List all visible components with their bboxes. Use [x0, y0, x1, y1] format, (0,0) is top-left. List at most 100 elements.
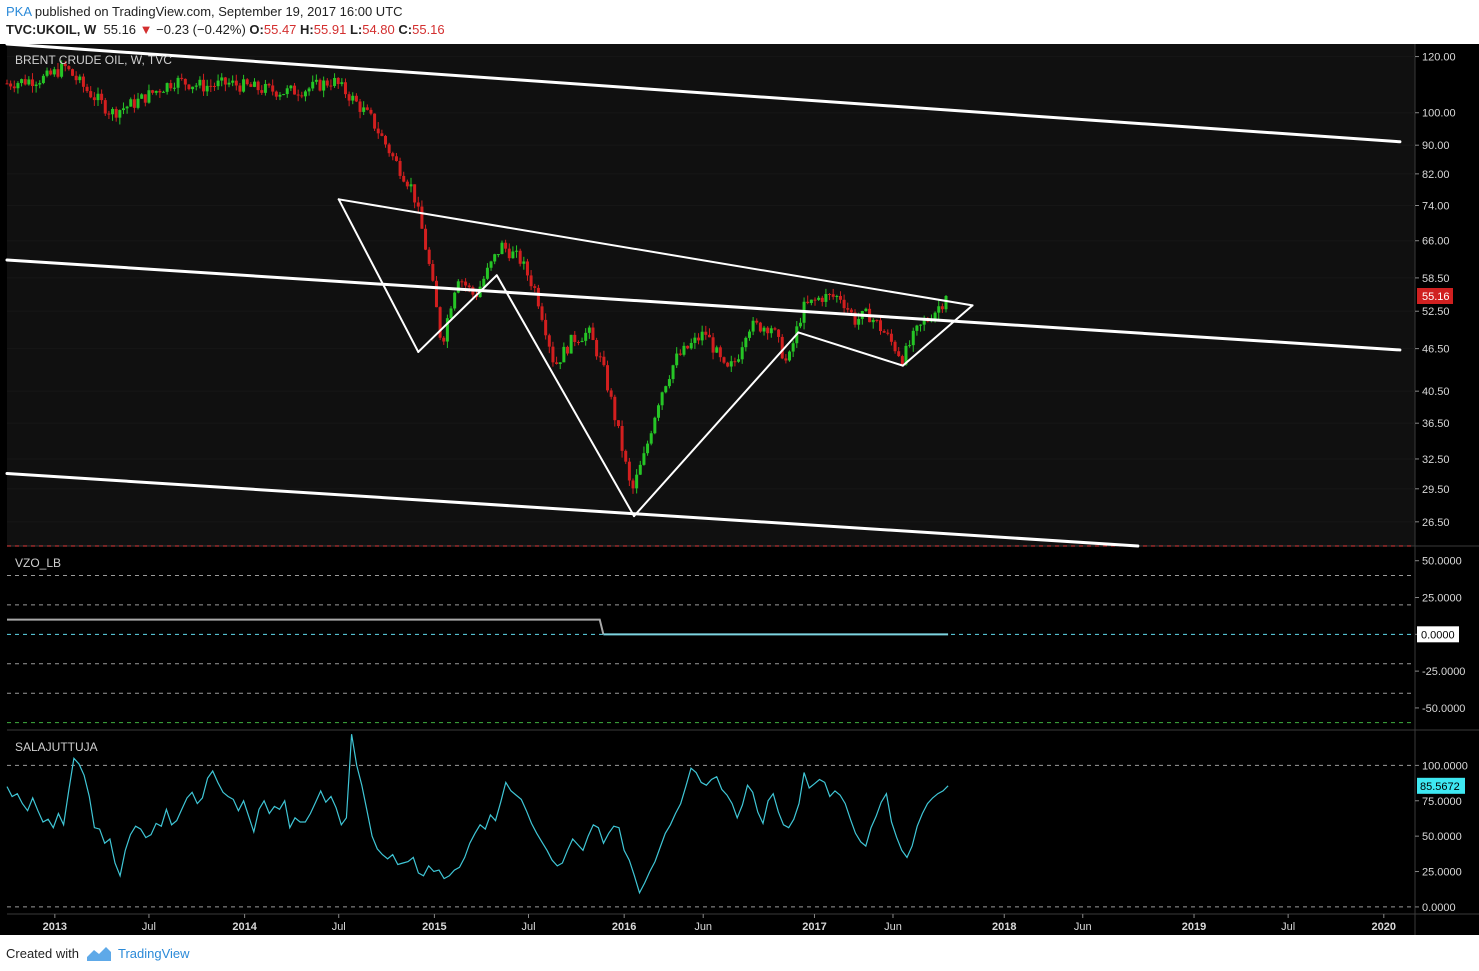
candle-body — [886, 332, 890, 334]
candle-body — [773, 328, 777, 330]
candle-body — [737, 359, 741, 362]
candle-body — [318, 79, 322, 91]
tradingview-brand-link[interactable]: TradingView — [118, 946, 190, 961]
candle-body — [653, 417, 657, 434]
vzo-panel[interactable] — [7, 546, 1415, 730]
tradingview-logo-icon[interactable] — [86, 944, 112, 962]
candle-body — [442, 337, 446, 342]
candle-body — [129, 99, 133, 107]
candle-body — [212, 85, 216, 87]
salajuttuja-axis-label: 50.0000 — [1422, 831, 1462, 843]
candle-body — [606, 365, 610, 391]
candle-body — [747, 331, 751, 338]
candle-body — [766, 327, 770, 334]
price-pane-title: BRENT CRUDE OIL, W, TVC — [15, 53, 172, 67]
footer: Created with TradingView — [0, 935, 1479, 971]
candle-body — [555, 362, 559, 364]
salajuttuja-last-value-marker — [1417, 777, 1465, 794]
candle-body — [533, 286, 537, 288]
low-value: 54.80 — [362, 22, 395, 37]
chart-area[interactable]: 120.00 100.00 90.00 82.00 74.00 66.00 58.50 52.… — [0, 44, 1479, 935]
close-value: 55.16 — [412, 22, 445, 37]
candle-body — [456, 281, 460, 293]
candle-body — [587, 327, 591, 333]
author-link[interactable]: PKA — [6, 4, 32, 19]
candle-body — [216, 80, 220, 87]
candle-body — [558, 362, 562, 364]
candle-body — [307, 88, 311, 92]
candle-body — [616, 420, 620, 427]
candle-body — [729, 361, 733, 367]
candle-body — [409, 184, 413, 187]
trendline — [417, 274, 498, 353]
candle-body — [817, 297, 821, 300]
candle-body — [780, 336, 784, 359]
candle-body — [198, 79, 202, 86]
candle-body — [576, 342, 580, 344]
candle-body — [289, 85, 293, 89]
candle-body — [183, 78, 187, 85]
price-change: −0.23 (−0.42%) — [156, 22, 246, 37]
candle-body — [45, 70, 49, 76]
candle-body — [303, 91, 307, 97]
candle-body — [544, 319, 548, 336]
candle-body — [569, 334, 573, 354]
candle-body — [325, 80, 329, 86]
candle-body — [333, 77, 337, 87]
candle-body — [114, 109, 118, 118]
vzo-axis-label: 25.0000 — [1422, 593, 1462, 605]
candle-body — [343, 82, 347, 95]
candle-body — [864, 308, 868, 311]
candle-body — [602, 356, 606, 366]
candle-body — [464, 281, 468, 286]
candle-body — [838, 295, 842, 300]
low-label: L: — [349, 22, 363, 37]
candle-body — [693, 337, 697, 343]
price-axis-label: 66.00 — [1422, 236, 1450, 248]
candle-body — [813, 299, 817, 301]
candle-body — [788, 351, 792, 361]
candle-body — [158, 90, 162, 93]
candle-body — [89, 91, 93, 98]
candle-body — [686, 345, 690, 349]
candle-body — [671, 365, 675, 380]
symbol-name[interactable]: TVC:UKOIL, W — [6, 22, 97, 37]
candle-body — [438, 307, 442, 338]
candle-body — [384, 135, 388, 145]
candle-body — [507, 248, 511, 259]
candle-body — [34, 84, 38, 87]
candle-body — [547, 335, 551, 347]
candle-body — [143, 94, 147, 103]
candle-body — [937, 306, 941, 313]
salajuttuja-axis-label: 75.0000 — [1422, 796, 1462, 808]
candle-body — [504, 242, 508, 249]
price-axis-label: 58.50 — [1422, 273, 1450, 285]
price-panel[interactable] — [7, 44, 1415, 546]
time-axis-label: 2017 — [802, 921, 826, 933]
vzo-pane-title: VZO_LB — [15, 556, 61, 570]
candle-body — [540, 306, 544, 320]
candle-body — [180, 77, 184, 79]
candle-body — [922, 320, 926, 325]
vzo-last-value-label: 0.0000 — [1421, 629, 1455, 641]
candle-body — [63, 63, 67, 67]
candle-body — [100, 93, 104, 101]
vzo-axis-label: -50.0000 — [1422, 703, 1465, 715]
candle-body — [249, 84, 253, 87]
time-axis-label: 2018 — [992, 921, 1016, 933]
candle-body — [675, 353, 679, 366]
candle-body — [609, 390, 613, 397]
candle-body — [482, 278, 486, 287]
candle-body — [733, 361, 737, 363]
candle-body — [362, 107, 366, 112]
candle-body — [565, 346, 569, 354]
time-axis-label: Jun — [884, 921, 902, 933]
salajuttuja-panel[interactable] — [7, 730, 1415, 914]
price-axis-label: 32.50 — [1422, 454, 1450, 466]
candle-body — [515, 250, 519, 252]
time-axis-label: 2019 — [1182, 921, 1206, 933]
candle-body — [271, 85, 275, 92]
high-value: 55.91 — [313, 22, 347, 37]
candle-body — [678, 353, 682, 355]
candle-body — [700, 331, 704, 341]
